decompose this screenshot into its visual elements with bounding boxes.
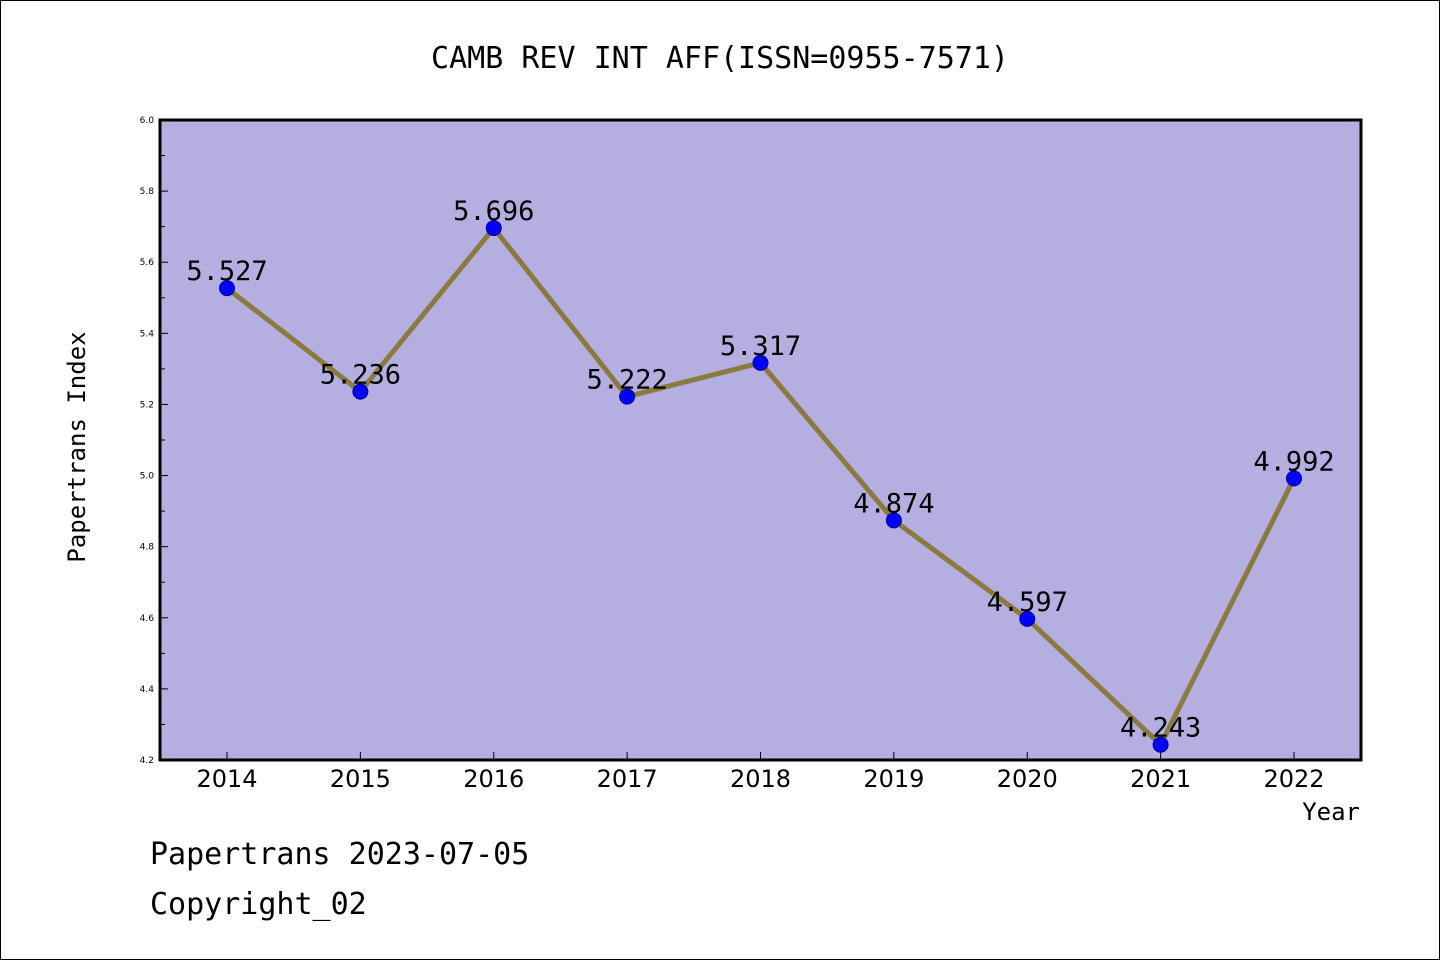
x-tick-label: 2018 bbox=[730, 765, 791, 793]
data-point-marker bbox=[619, 388, 636, 405]
data-point-label: 5.236 bbox=[320, 360, 401, 391]
data-point-marker bbox=[1286, 470, 1302, 487]
x-axis: 2014 2015 2016 2017 2018 2019 2020 2021 2022 bbox=[196, 752, 1325, 793]
x-tick-label: 2014 bbox=[196, 765, 257, 793]
x-tick-label: 2021 bbox=[1130, 765, 1191, 793]
data-point-label: 4.992 bbox=[1253, 446, 1334, 477]
data-point-label: 4.874 bbox=[853, 488, 934, 519]
x-tick-label: 2017 bbox=[597, 765, 658, 793]
data-point-label: 4.243 bbox=[1120, 713, 1201, 744]
chart-title: CAMB REV INT AFF(ISSN=0955-7571) bbox=[431, 41, 1009, 76]
footer-source: Papertrans 2023-07-05 bbox=[150, 837, 529, 872]
y-tick-label: 5.4 bbox=[140, 329, 155, 339]
marker-group bbox=[219, 220, 1302, 753]
data-point-marker bbox=[885, 512, 902, 529]
data-point-marker bbox=[1152, 736, 1169, 753]
y-axis-title: Papertrans Index bbox=[63, 331, 91, 562]
data-point-marker bbox=[485, 220, 502, 237]
data-point-label: 5.222 bbox=[586, 365, 667, 396]
data-point-marker bbox=[1019, 610, 1036, 627]
data-point-marker bbox=[219, 280, 235, 297]
data-point-label: 5.527 bbox=[186, 256, 267, 287]
plot-area bbox=[158, 118, 1363, 762]
x-tick-label: 2022 bbox=[1263, 765, 1324, 793]
data-point-label: 5.317 bbox=[720, 331, 801, 362]
y-tick-label: 6.0 bbox=[140, 116, 155, 126]
x-tick-label: 2020 bbox=[997, 765, 1058, 793]
data-point-label: 4.597 bbox=[987, 587, 1068, 618]
y-tick-label: 5.8 bbox=[140, 187, 155, 197]
x-axis-title: Year bbox=[1302, 798, 1360, 826]
x-tick-label: 2016 bbox=[463, 765, 524, 793]
x-tick-label: 2015 bbox=[330, 765, 391, 793]
data-label-group: 5.527 5.236 5.696 5.222 5.317 4.874 4.597 4.243… bbox=[186, 196, 1334, 744]
y-tick-label: 5.0 bbox=[140, 472, 155, 482]
y-tick-label: 5.2 bbox=[140, 400, 154, 410]
x-tick-label: 2019 bbox=[863, 765, 924, 793]
data-point-marker bbox=[352, 383, 369, 400]
y-tick-label: 4.4 bbox=[140, 685, 155, 695]
data-point-label: 5.696 bbox=[453, 196, 534, 227]
footer-copyright: Copyright_02 bbox=[150, 887, 367, 922]
data-point-marker bbox=[752, 354, 769, 371]
y-tick-label: 5.6 bbox=[140, 258, 155, 268]
y-tick-label: 4.8 bbox=[140, 543, 155, 553]
y-tick-label: 4.6 bbox=[140, 614, 155, 624]
y-axis: 4.2 4.4 4.6 4.8 5.0 5.2 5.4 5.6 5.8 6.0 bbox=[140, 116, 168, 766]
y-tick-label: 4.2 bbox=[140, 756, 154, 766]
